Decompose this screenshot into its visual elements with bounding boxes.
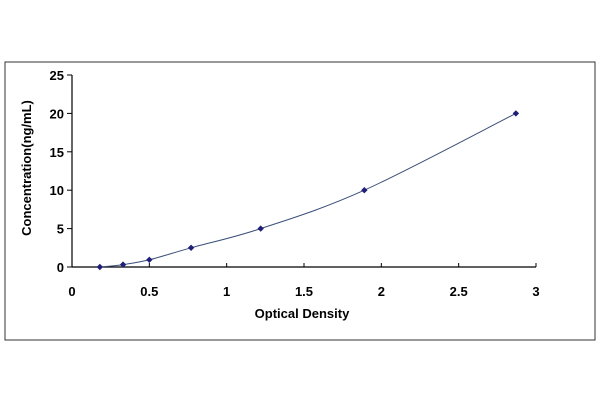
y-tick-label: 10	[50, 183, 64, 198]
x-tick-label: 0	[68, 284, 75, 299]
y-tick-label: 0	[57, 260, 64, 275]
data-point	[187, 244, 195, 251]
data-markers	[96, 110, 520, 271]
chart-outer-frame	[4, 61, 596, 341]
data-point	[119, 261, 127, 268]
data-point	[96, 263, 104, 271]
y-axis-ticks: 0 5 10 15 20 25	[50, 68, 72, 275]
data-point	[512, 110, 520, 117]
x-tick-label: 3	[532, 284, 539, 299]
y-tick-label: 25	[50, 68, 64, 83]
data-point	[361, 187, 368, 194]
x-tick-label: 2	[378, 284, 385, 299]
y-axis-title: Concentration(ng/mL)	[19, 100, 34, 236]
x-tick-label: 2.5	[450, 284, 468, 299]
y-tick-label: 15	[50, 145, 64, 160]
y-tick-label: 5	[57, 222, 64, 237]
x-tick-label: 1.5	[295, 284, 313, 299]
x-axis-title: Optical Density	[255, 306, 350, 321]
data-point	[146, 256, 153, 263]
x-tick-label: 0.5	[140, 284, 158, 299]
y-tick-label: 20	[50, 106, 64, 121]
x-axis-ticks: 0 0.5 1 1.5 2 2.5 3	[68, 263, 540, 299]
data-point	[257, 225, 264, 232]
x-tick-label: 1	[223, 284, 230, 299]
